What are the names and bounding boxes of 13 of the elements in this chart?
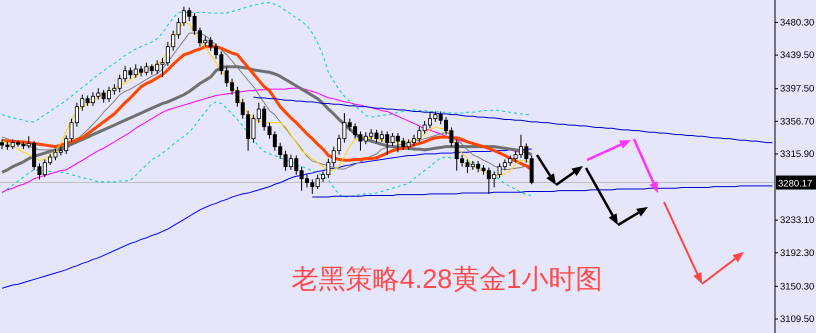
y-tick-label: 3233.10 — [780, 215, 814, 226]
y-tick-label: 3439.50 — [780, 50, 814, 62]
y-tick-label: 3315.90 — [780, 148, 814, 160]
y-tick-label: 3192.30 — [780, 248, 814, 259]
y-tick-label: 3480.30 — [780, 18, 814, 29]
y-tick-label: 3397.50 — [780, 84, 814, 95]
y-tick-label: 3109.50 — [780, 314, 814, 326]
line-series — [2, 101, 532, 198]
text: 老黑策略4.28黄金1小时图 — [292, 264, 602, 294]
ref-line-label: 3280.17 — [778, 178, 812, 190]
line-series — [252, 96, 773, 144]
y-tick-label: 3150.30 — [780, 281, 814, 292]
y-tick-label: 3356.70 — [780, 116, 814, 128]
